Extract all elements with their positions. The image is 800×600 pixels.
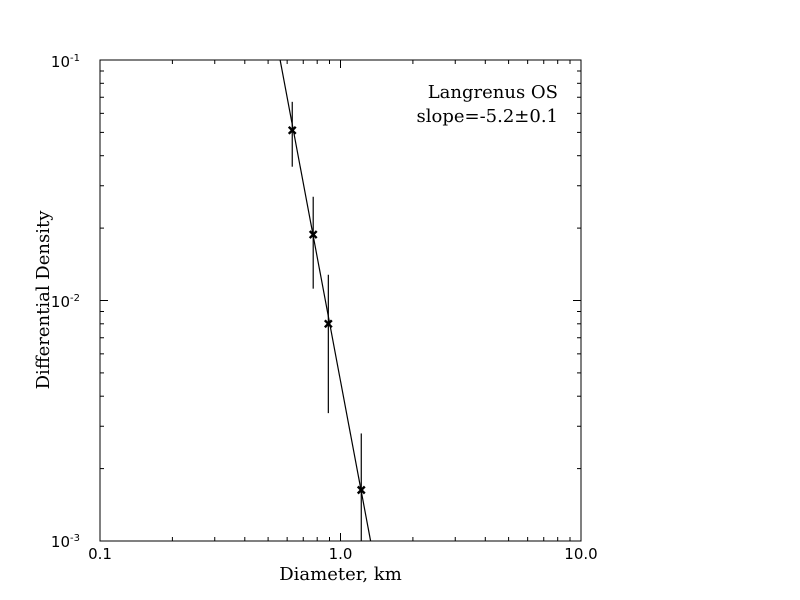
plot-area [100, 60, 581, 541]
fit-line [279, 59, 372, 542]
errorbar-layer [291, 101, 362, 541]
plot-frame [99, 59, 582, 542]
x-tick-label-2: 10.0 [564, 545, 597, 563]
y-tick-label-2: 10-1 [51, 53, 80, 71]
fit-layer [279, 59, 372, 542]
data-point-stroke [308, 230, 318, 239]
data-point-1 [308, 230, 318, 239]
x-tick-label-1: 1.0 [329, 545, 353, 563]
data-point-3 [356, 485, 366, 495]
data-point-stroke [287, 125, 297, 135]
annotation-slope: slope=-5.2±0.1 [416, 106, 558, 127]
y-tick-label-1: 10-2 [51, 293, 80, 311]
y-axis-title: Differential Density [33, 210, 54, 390]
data-point-0 [287, 125, 297, 135]
data-point-stroke [323, 319, 333, 329]
annotation-title: Langrenus OS [428, 82, 558, 103]
minor-ticks [100, 60, 581, 541]
marker-layer [287, 125, 366, 495]
x-tick-label-0: 0.1 [88, 545, 112, 563]
x-axis-title: Diameter, km [279, 564, 402, 585]
data-point-stroke [356, 485, 366, 495]
y-tick-label-0: 10-3 [51, 533, 80, 551]
data-point-2 [323, 319, 333, 329]
